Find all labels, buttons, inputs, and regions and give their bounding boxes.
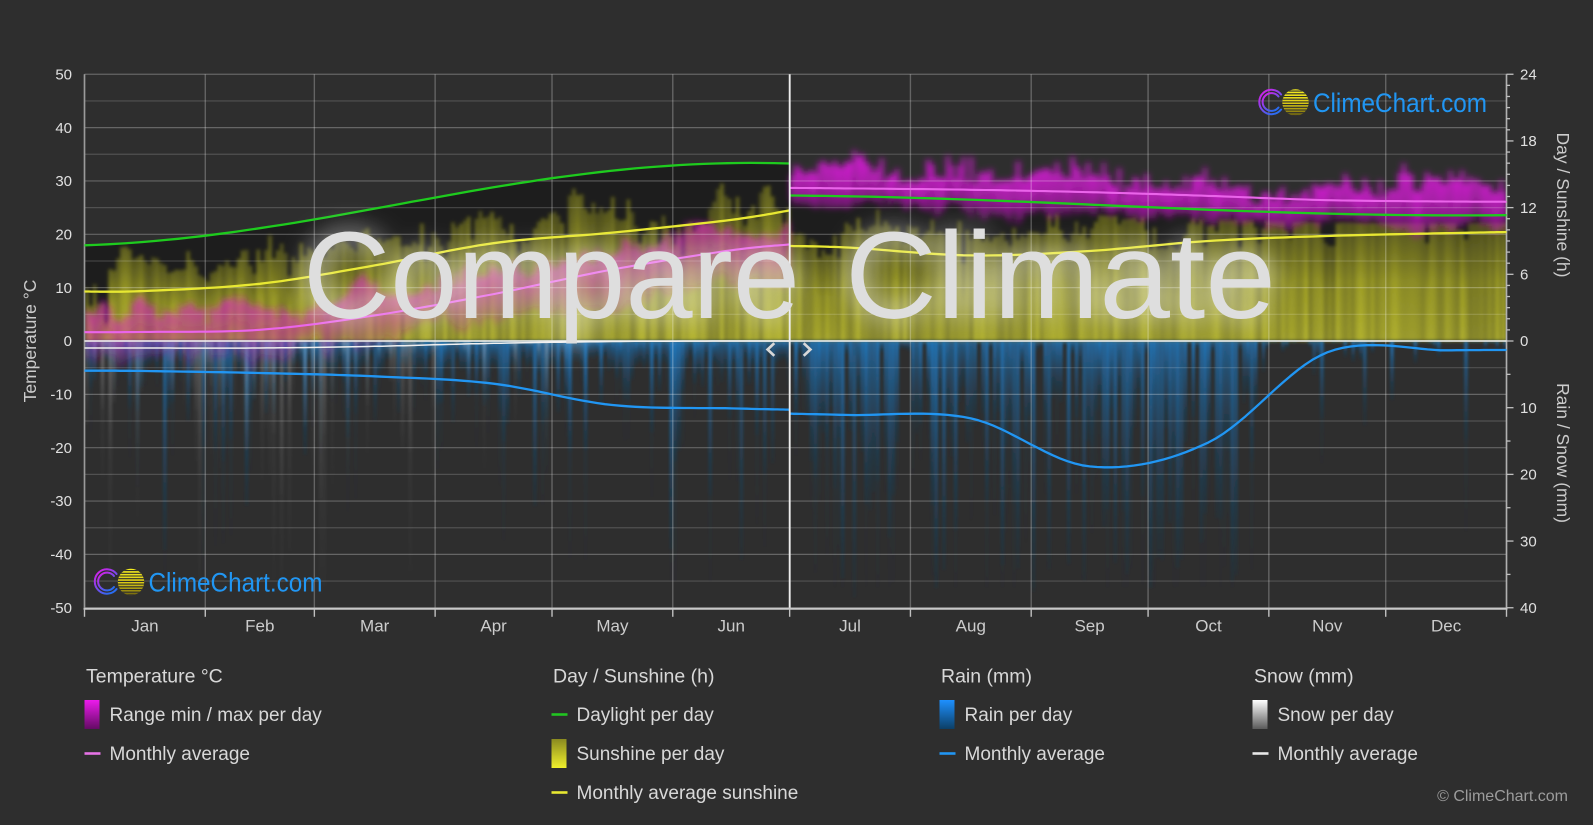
svg-text:Mar: Mar <box>360 617 390 636</box>
svg-text:Jan: Jan <box>131 617 158 636</box>
svg-text:Compare: Compare <box>303 208 800 345</box>
svg-text:Climate: Climate <box>845 208 1276 345</box>
svg-text:Monthly average sunshine: Monthly average sunshine <box>577 783 799 804</box>
svg-text:Temperature °C: Temperature °C <box>20 280 40 403</box>
svg-text:Rain per day: Rain per day <box>965 705 1073 726</box>
svg-text:-40: -40 <box>50 547 72 564</box>
svg-text:ClimeChart.com: ClimeChart.com <box>1313 88 1487 118</box>
svg-text:10: 10 <box>55 280 72 297</box>
svg-text:ClimeChart.com: ClimeChart.com <box>149 568 323 598</box>
svg-text:Daylight per day: Daylight per day <box>577 705 715 726</box>
svg-text:Apr: Apr <box>480 617 507 636</box>
svg-text:Day / Sunshine (h): Day / Sunshine (h) <box>553 666 715 688</box>
svg-text:Sunshine per day: Sunshine per day <box>577 744 725 765</box>
svg-text:Compare: Compare <box>303 208 800 345</box>
svg-text:18: 18 <box>1520 133 1537 150</box>
svg-text:May: May <box>596 617 629 636</box>
svg-text:40: 40 <box>55 120 72 137</box>
svg-text:20: 20 <box>55 227 72 244</box>
svg-text:12: 12 <box>1520 200 1537 217</box>
svg-text:Sep: Sep <box>1074 617 1104 636</box>
svg-text:30: 30 <box>55 173 72 190</box>
svg-text:Rain (mm): Rain (mm) <box>941 666 1032 688</box>
svg-text:0: 0 <box>1520 333 1528 350</box>
svg-text:Jul: Jul <box>839 617 861 636</box>
svg-text:20: 20 <box>1520 467 1537 484</box>
svg-text:Range min / max per day: Range min / max per day <box>110 705 323 726</box>
svg-text:Rain / Snow (mm): Rain / Snow (mm) <box>1553 383 1573 523</box>
svg-text:Oct: Oct <box>1195 617 1222 636</box>
svg-text:0: 0 <box>64 333 72 350</box>
svg-text:Monthly average: Monthly average <box>110 744 250 765</box>
svg-text:6: 6 <box>1520 267 1528 284</box>
svg-text:-10: -10 <box>50 387 72 404</box>
svg-text:Temperature °C: Temperature °C <box>86 666 223 688</box>
svg-text:Jun: Jun <box>717 617 744 636</box>
svg-text:Snow per day: Snow per day <box>1278 705 1395 726</box>
svg-text:Nov: Nov <box>1312 617 1343 636</box>
svg-text:10: 10 <box>1520 400 1537 417</box>
svg-text:Monthly average: Monthly average <box>965 744 1105 765</box>
svg-text:Snow (mm): Snow (mm) <box>1254 666 1354 688</box>
svg-text:Dec: Dec <box>1431 617 1462 636</box>
svg-text:30: 30 <box>1520 533 1537 550</box>
svg-text:Climate: Climate <box>845 208 1276 345</box>
svg-text:50: 50 <box>55 67 72 84</box>
svg-text:Feb: Feb <box>245 617 274 636</box>
svg-text:© ClimeChart.com: © ClimeChart.com <box>1437 788 1568 805</box>
svg-text:24: 24 <box>1520 67 1537 84</box>
svg-text:-30: -30 <box>50 493 72 510</box>
svg-text:Day / Sunshine (h): Day / Sunshine (h) <box>1553 133 1573 278</box>
svg-text:-50: -50 <box>50 600 72 617</box>
svg-text:Monthly average: Monthly average <box>1278 744 1418 765</box>
svg-text:Aug: Aug <box>956 617 986 636</box>
svg-text:-20: -20 <box>50 440 72 457</box>
svg-text:40: 40 <box>1520 600 1537 617</box>
